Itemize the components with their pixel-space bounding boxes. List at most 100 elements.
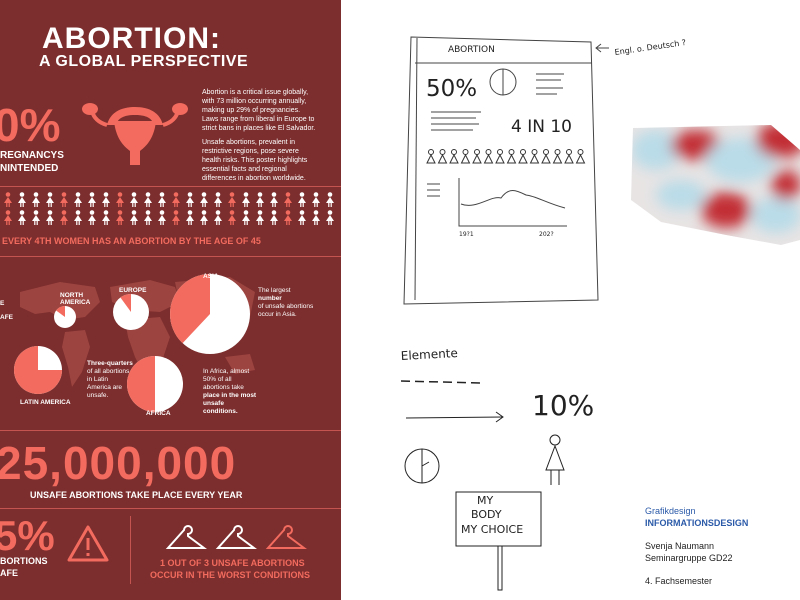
woman-icon xyxy=(32,192,40,207)
woman-icon xyxy=(312,210,320,225)
woman-icon xyxy=(256,192,264,207)
sketch-woman-icon xyxy=(449,149,459,164)
woman-icon xyxy=(186,210,194,225)
woman-icon xyxy=(32,210,40,225)
poster-subtitle: A GLOBAL PERSPECTIVE xyxy=(39,53,249,70)
woman-icon xyxy=(312,192,320,207)
sketch-woman-icon xyxy=(426,149,436,164)
woman-icon xyxy=(186,192,194,207)
section-divider xyxy=(0,430,341,431)
sketch-header: ABORTION xyxy=(448,45,495,55)
warning-icon xyxy=(67,525,109,562)
africa-note-3: abortions take xyxy=(203,384,244,391)
woman-icon xyxy=(326,192,334,207)
sketch-woman-icon xyxy=(518,149,528,164)
woman-icon xyxy=(144,210,152,225)
woman-icon xyxy=(200,210,208,225)
latam-note-2: of all abortions xyxy=(87,368,130,375)
woman-icon xyxy=(116,210,124,225)
sign-line-2: BODY xyxy=(471,508,502,521)
unsafe-count-label: UNSAFE ABORTIONS TAKE PLACE EVERY YEAR xyxy=(30,490,243,500)
sketch-woman-icon xyxy=(472,149,482,164)
woman-icon xyxy=(102,192,110,207)
bottom-label-2: AFE xyxy=(0,568,18,578)
europe-label: EUROPE xyxy=(119,287,147,294)
credit-course: INFORMATIONSDESIGN xyxy=(645,518,749,528)
one-of-three-line-1: 1 OUT OF 3 UNSAFE ABORTIONS xyxy=(160,558,305,568)
sketch-woman-icon xyxy=(541,149,551,164)
poster-title: ABORTION: xyxy=(42,22,221,55)
infographic-poster: ABORTION: A GLOBAL PERSPECTIVE 0% REGNAN… xyxy=(0,0,341,600)
hanger-icon xyxy=(215,525,257,549)
credit-dept: Grafikdesign xyxy=(645,506,696,516)
africa-label: AFRICA xyxy=(146,410,171,417)
africa-note-5: unsafe xyxy=(203,400,224,407)
sketch-page: ABORTION 50% 4 IN 10 19?1 202? Engl. o. … xyxy=(400,36,800,591)
woman-icon xyxy=(46,210,54,225)
sign-line-1: MY xyxy=(477,494,493,507)
intro-line-10: differences in abortion worldwide. xyxy=(202,175,306,182)
north-america-pie-slice xyxy=(56,306,65,317)
uterus-icon xyxy=(82,103,188,165)
asia-note-2: number xyxy=(258,295,282,302)
one-of-three-line-2: OCCUR IN THE WORST CONDITIONS xyxy=(150,570,310,580)
sketch-woman-icon xyxy=(506,149,517,164)
woman-icon xyxy=(256,210,264,225)
woman-icon xyxy=(60,210,68,225)
woman-icon xyxy=(298,210,306,225)
intro-line-6: Unsafe abortions, prevalent in xyxy=(202,139,295,146)
woman-icon xyxy=(4,192,12,207)
intro-line-7: restrictive regions, pose severe xyxy=(202,148,299,155)
pregnancy-percent: 0% xyxy=(0,99,61,151)
sketch-woman-icon xyxy=(460,149,471,164)
section-divider xyxy=(0,186,341,187)
woman-icon xyxy=(242,210,250,225)
woman-icon xyxy=(74,192,82,207)
africa-pie-slice xyxy=(127,356,155,412)
sketch-woman-icon xyxy=(552,149,563,164)
vertical-divider xyxy=(130,516,131,584)
woman-icon xyxy=(18,192,26,207)
woman-icon xyxy=(88,192,96,207)
protest-sign-element xyxy=(455,491,542,591)
woman-icon xyxy=(284,210,292,225)
north-america-label-2: AMERICA xyxy=(60,299,91,306)
woman-icon xyxy=(158,210,166,225)
woman-icon xyxy=(130,192,138,207)
woman-icon xyxy=(214,192,222,207)
intro-line-1: Abortion is a critical issue globally, xyxy=(202,89,309,96)
woman-icon xyxy=(144,192,152,207)
woman-icon xyxy=(74,210,82,225)
left-cut-label-2: AFE xyxy=(0,314,13,321)
sketch-woman-icon xyxy=(575,149,586,164)
asia-note-4: occur in Asia. xyxy=(258,311,297,318)
section-divider xyxy=(0,256,341,257)
asia-note-1: The largest xyxy=(258,287,291,294)
woman-icon xyxy=(228,210,236,225)
africa-note-6: conditions. xyxy=(203,408,238,415)
sign-line-3: MY CHOICE xyxy=(461,523,523,536)
intro-line-4: Laws range from liberal in Europe to xyxy=(202,116,315,123)
woman-icon xyxy=(284,192,292,207)
latam-note-4: America are xyxy=(87,384,123,391)
woman-icon xyxy=(172,210,180,225)
dashed-line-element xyxy=(400,380,482,384)
woman-icon xyxy=(116,192,124,207)
intro-line-5: strict bans in places like El Salvador. xyxy=(202,125,316,132)
latin-america-pie-slice xyxy=(14,346,62,394)
woman-icon-element xyxy=(545,434,565,485)
africa-note-2: 50% of all xyxy=(203,376,232,383)
africa-note-1: In Africa, almost xyxy=(203,368,250,375)
pregnancy-label-1: REGNANCYS xyxy=(0,150,64,161)
intro-line-3: making up 29% of pregnancies. xyxy=(202,107,301,114)
credit-group: Seminargruppe GD22 xyxy=(645,553,733,563)
woman-icon xyxy=(200,192,208,207)
wireframe-sketch xyxy=(403,36,599,305)
woman-icon xyxy=(228,192,236,207)
every-4th-caption: EVERY 4TH WOMEN HAS AN ABORTION BY THE A… xyxy=(2,236,261,246)
left-cut-label-1: E xyxy=(0,300,5,307)
sketch-woman-icon xyxy=(564,149,574,164)
credit-name: Svenja Naumann xyxy=(645,541,715,551)
women-pictogram-grid xyxy=(0,192,341,228)
sketch-axis-start: 19?1 xyxy=(459,231,474,238)
